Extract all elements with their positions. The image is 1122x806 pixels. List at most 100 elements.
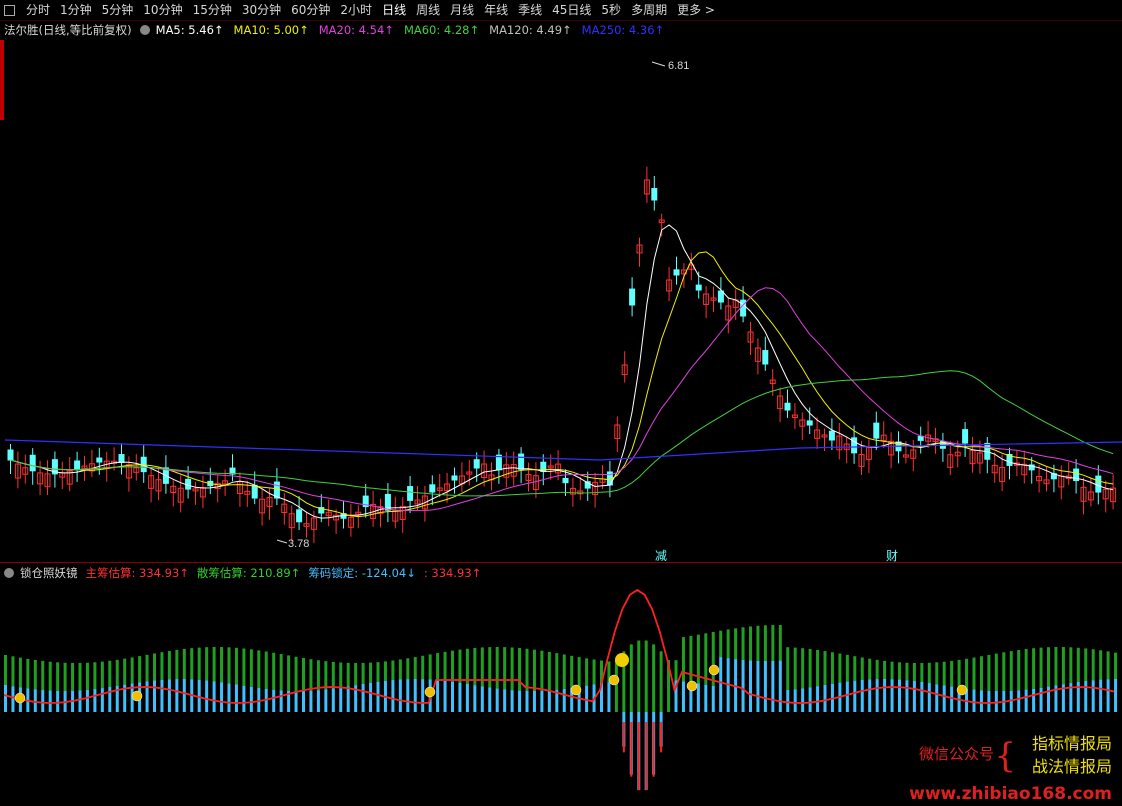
candle-body [636, 244, 643, 254]
blue-bar [585, 685, 589, 712]
green-bar [85, 662, 89, 690]
green-bar [920, 662, 924, 682]
green-bar [63, 662, 67, 691]
period-10[interactable]: 月线 [450, 3, 475, 17]
blue-bar [570, 687, 574, 712]
candle-body [399, 505, 406, 520]
green-bar [205, 647, 209, 681]
candle-body [769, 379, 776, 385]
green-bar [1017, 649, 1021, 691]
candle-body [1102, 488, 1109, 500]
green-bar [71, 662, 75, 691]
period-9[interactable]: 周线 [416, 3, 441, 17]
green-bar [331, 661, 335, 689]
green-bar [562, 654, 566, 689]
candle-body [259, 498, 266, 514]
blue-bar [369, 682, 373, 712]
period-0[interactable]: 分时 [26, 3, 51, 17]
indicator-value-0: 主筹估算: 334.93↑ [85, 566, 189, 580]
settings-dropdown-icon[interactable] [139, 25, 150, 35]
candle-body [66, 470, 73, 485]
period-16[interactable]: 更多 > [677, 3, 715, 17]
candle-body [481, 463, 488, 478]
blue-bar [458, 682, 462, 712]
blue-bar [451, 681, 454, 712]
blue-bar [294, 690, 298, 712]
candle-body [1087, 491, 1094, 501]
candle-body [614, 424, 621, 440]
candle-body [725, 305, 732, 321]
candle-body [954, 451, 961, 457]
green-bar [376, 662, 380, 682]
blue-bar [1114, 679, 1118, 712]
green-bar [465, 648, 469, 685]
candle-body [503, 464, 510, 478]
red-bar [645, 722, 648, 791]
blue-bar [376, 681, 380, 712]
candle-body [266, 496, 273, 508]
blue-bar [905, 680, 909, 712]
blue-bar [845, 681, 849, 712]
candle-body [547, 465, 554, 469]
signal-dot [686, 680, 698, 692]
period-1[interactable]: 1分钟 [60, 3, 92, 17]
blue-bar [346, 686, 350, 712]
candle-body [407, 486, 414, 501]
candle-body [1028, 464, 1035, 471]
blue-bar [488, 687, 492, 712]
candle-body [118, 454, 125, 463]
green-bar [488, 647, 492, 688]
green-bar [220, 647, 224, 683]
blue-bar [473, 685, 477, 712]
green-bar [607, 661, 611, 683]
green-bar [413, 657, 417, 680]
green-bar [868, 658, 872, 680]
ma20-line [10, 287, 1114, 512]
blue-bar [220, 682, 224, 712]
green-bar [391, 660, 395, 681]
blue-bar [33, 689, 37, 712]
blue-bar [227, 683, 231, 712]
period-7[interactable]: 2小时 [340, 3, 373, 17]
green-bar [614, 660, 618, 712]
watermark-wechat: 微信公众号 [918, 745, 994, 763]
candle-body [703, 293, 710, 305]
green-bar [950, 660, 954, 687]
blue-bar [205, 680, 209, 712]
candle-body [251, 484, 258, 499]
period-15[interactable]: 多周期 [631, 3, 668, 17]
green-bar [287, 655, 291, 691]
green-bar [629, 644, 633, 712]
period-6[interactable]: 60分钟 [291, 3, 331, 17]
green-bar [801, 648, 805, 689]
period-2[interactable]: 5分钟 [101, 3, 134, 17]
period-13[interactable]: 45日线 [552, 3, 592, 17]
signal-dot [424, 686, 436, 698]
blue-bar [518, 690, 522, 712]
candle-body [821, 434, 828, 438]
green-bar [965, 658, 969, 689]
period-3[interactable]: 10分钟 [143, 3, 183, 17]
period-14[interactable]: 5秒 [601, 3, 622, 17]
window-icon[interactable] [4, 4, 15, 16]
period-8[interactable]: 日线 [382, 3, 407, 17]
green-bar [510, 647, 514, 691]
period-5[interactable]: 30分钟 [241, 3, 282, 17]
period-12[interactable]: 季线 [518, 3, 543, 17]
blue-bar [749, 660, 752, 712]
blue-bar [808, 687, 812, 712]
blue-bar [920, 681, 924, 712]
period-11[interactable]: 年线 [484, 3, 509, 17]
low-price-pointer [276, 539, 288, 544]
candle-body [133, 467, 140, 473]
indicator-dropdown-icon[interactable] [4, 568, 14, 578]
period-4[interactable]: 15分钟 [192, 3, 232, 17]
green-bar [1106, 651, 1110, 680]
blue-bar [272, 689, 276, 712]
green-bar [316, 660, 320, 691]
green-bar [495, 647, 499, 689]
green-bar [979, 656, 983, 691]
candle-body [421, 495, 428, 510]
candle-body [177, 487, 184, 503]
